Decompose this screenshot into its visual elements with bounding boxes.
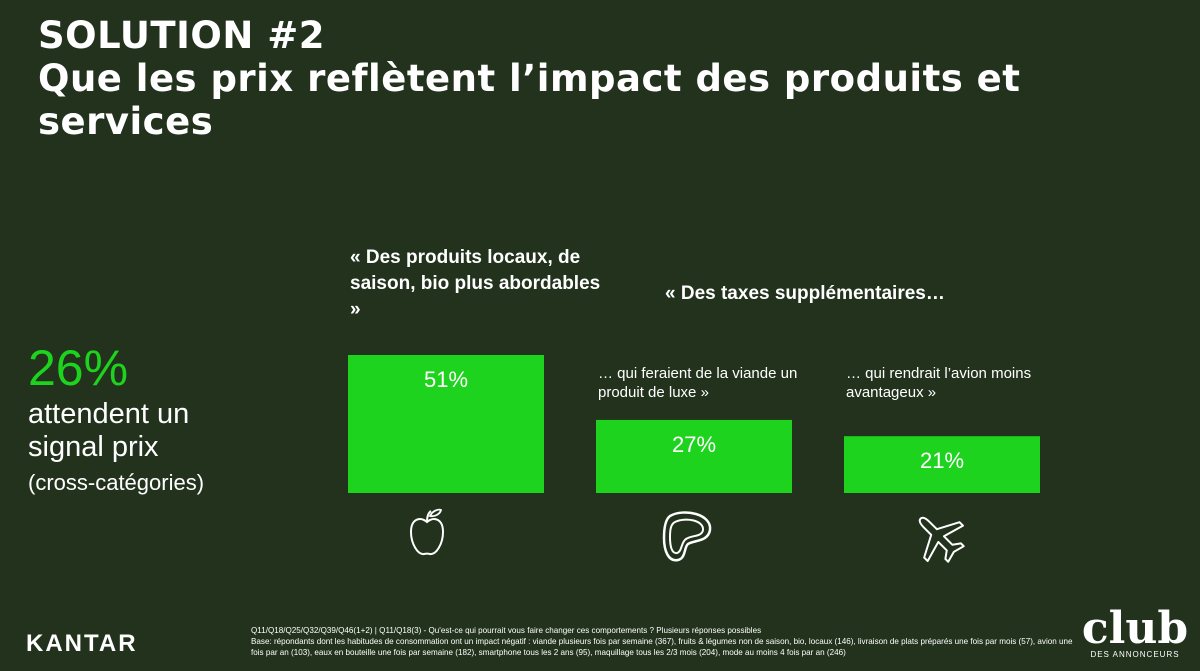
footnote: Q11/Q18/Q25/Q32/Q39/Q46(1+2) | Q11/Q18(3…: [251, 625, 1081, 658]
kantar-logo: KANTAR: [26, 630, 138, 657]
footnote-question: Q11/Q18/Q25/Q32/Q39/Q46(1+2) | Q11/Q18(3…: [251, 626, 762, 635]
title-line-1: SOLUTION #2: [38, 14, 325, 57]
club-logo-word: club: [1081, 603, 1189, 654]
steak-icon: [662, 511, 712, 562]
bar-label-viande: … qui feraient de la viande un produit d…: [598, 365, 798, 401]
bar-0: [348, 355, 544, 493]
bar-2: [844, 436, 1040, 493]
kpi-subtext: (cross-catégories): [28, 470, 205, 495]
club-des-annonceurs-logo: club DES ANNONCEURS: [1080, 603, 1190, 660]
bar-label-avion: … qui rendrait l’avion moins avantageux …: [846, 365, 1032, 401]
airplane-icon: [918, 516, 965, 563]
footnote-base: Base: répondants dont les habitudes de c…: [251, 637, 1073, 657]
bar-value-label-1: 27%: [672, 432, 716, 457]
quote-taxes: « Des taxes supplémentaires…: [665, 283, 945, 304]
title-line-2: Que les prix reflètent l’impact des prod…: [38, 57, 1021, 100]
bar-1: [596, 419, 792, 493]
apple-icon: [410, 508, 444, 556]
slide-title: SOLUTION #2 Que les prix reflètent l’imp…: [38, 14, 1168, 143]
kpi-value: 26%: [28, 340, 129, 396]
title-line-3: services: [38, 100, 214, 143]
kpi-text: attendent un signal prix: [28, 398, 190, 463]
club-logo-subtitle: DES ANNONCEURS: [1090, 650, 1180, 659]
quote-produits-locaux: « Des produits locaux, de saison, bio pl…: [350, 247, 601, 320]
bar-value-label-2: 21%: [920, 448, 964, 473]
bar-value-label-0: 51%: [424, 367, 468, 392]
